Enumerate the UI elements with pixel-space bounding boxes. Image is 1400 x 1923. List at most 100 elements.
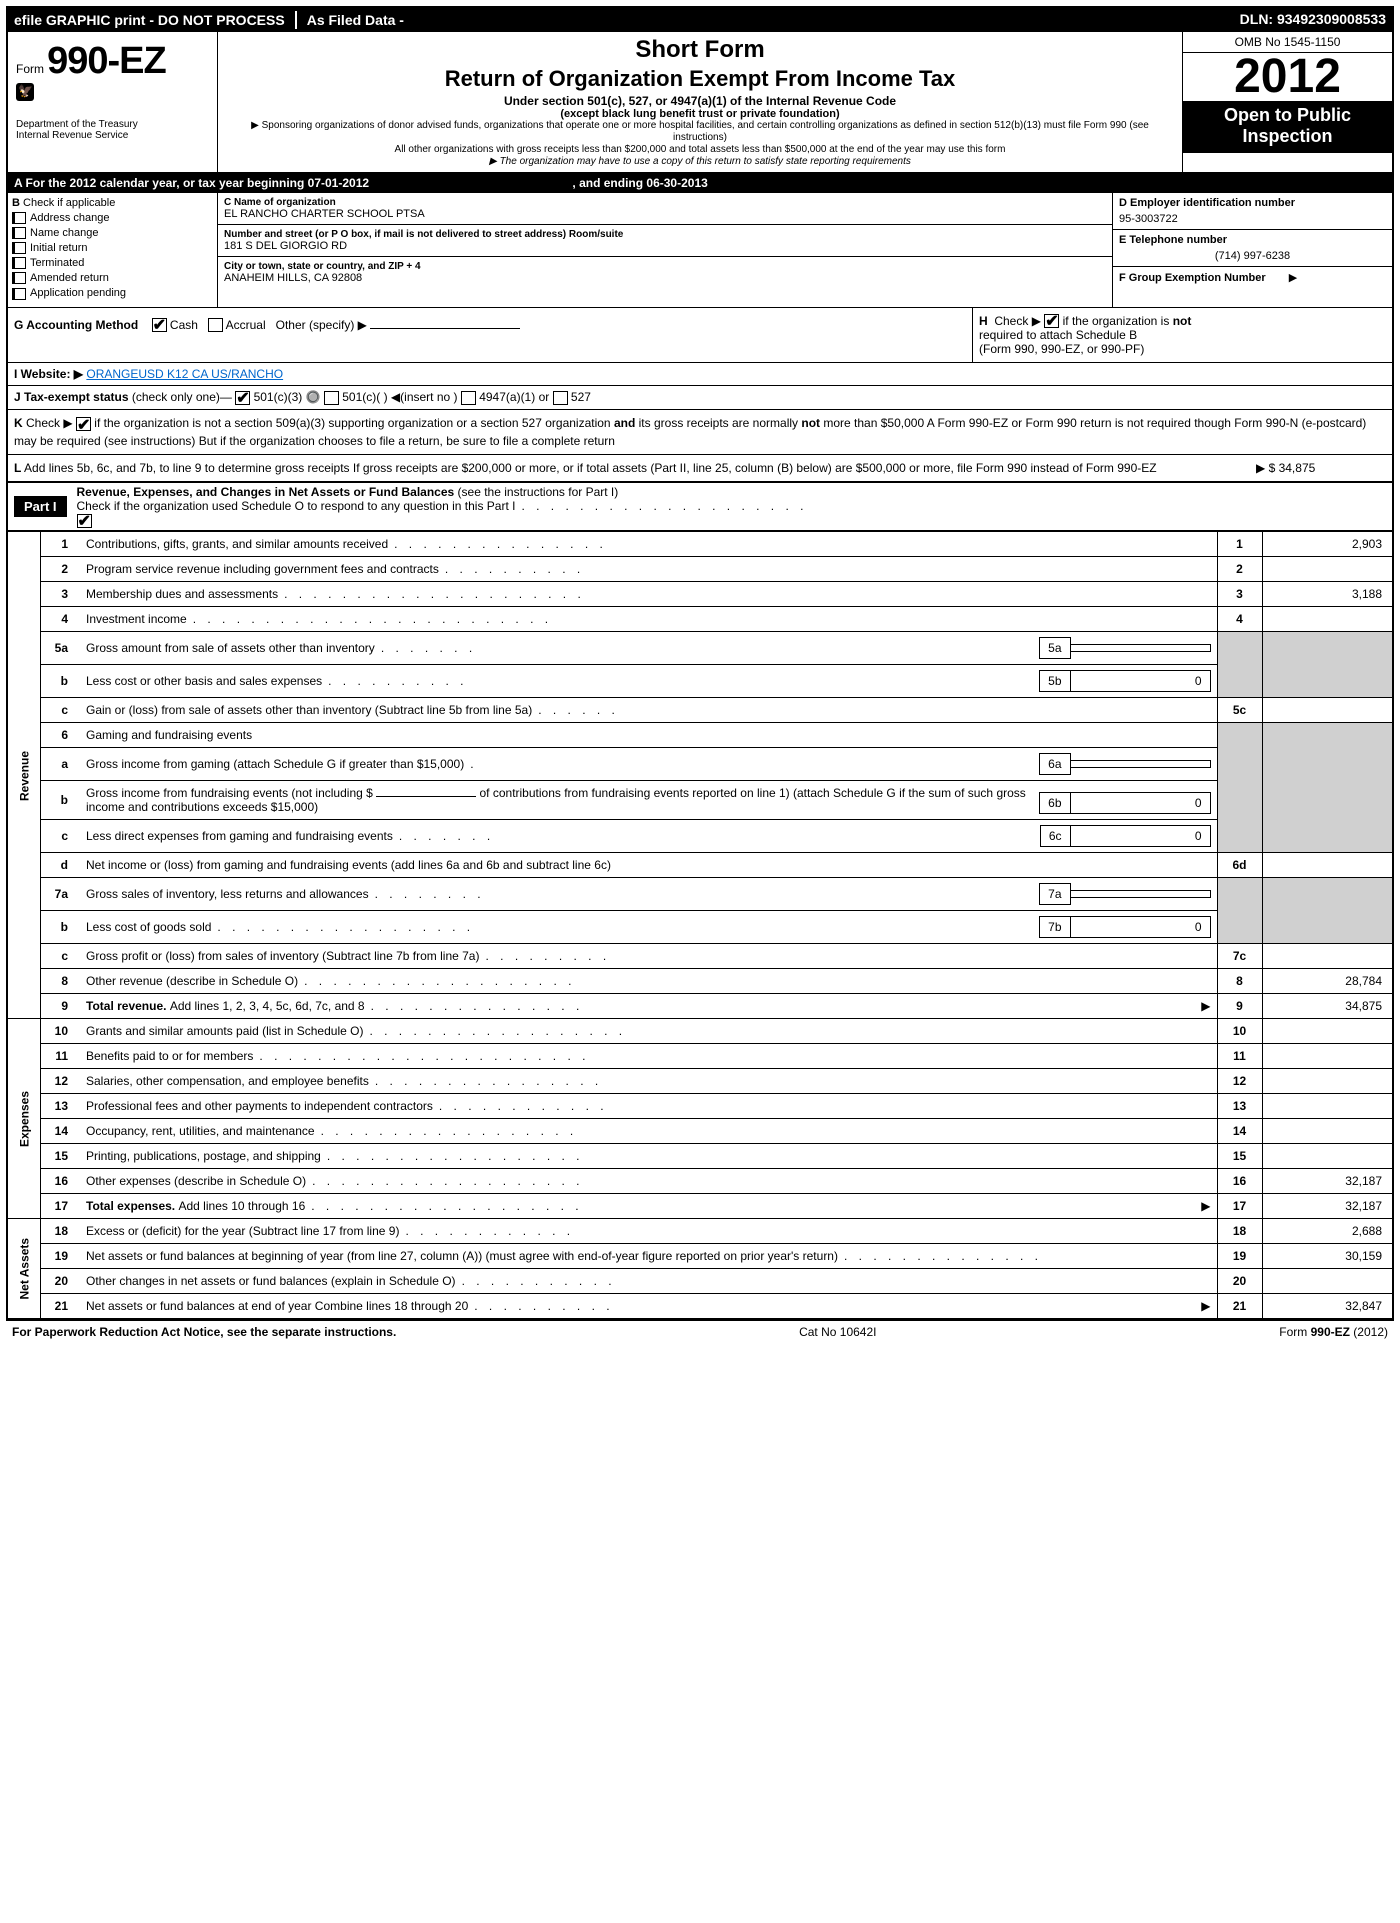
checkbox-schedule-o[interactable]	[77, 514, 92, 528]
i-label: I Website: ▶	[14, 367, 83, 381]
row-j-tax-status: J Tax-exempt status (check only one)— 50…	[8, 386, 1392, 410]
form-prefix: Form	[16, 62, 44, 76]
checkbox-name-change[interactable]	[12, 227, 26, 239]
checkbox-501c3[interactable]	[235, 391, 250, 405]
checkbox-initial-return[interactable]	[12, 242, 26, 254]
table-row: 14 Occupancy, rent, utilities, and maint…	[8, 1119, 1392, 1144]
header-right: OMB No 1545-1150 2012 Open to Public Ins…	[1182, 32, 1392, 172]
checkbox-h[interactable]	[1044, 314, 1059, 328]
footer: For Paperwork Reduction Act Notice, see …	[6, 1320, 1394, 1343]
checkbox-app-pending[interactable]	[12, 288, 26, 300]
val-18: 2,688	[1262, 1219, 1392, 1244]
ein-value: 95-3003722	[1119, 213, 1386, 225]
part-label: Part I	[14, 496, 67, 517]
h-label: H	[979, 314, 988, 328]
k-label: K	[14, 416, 23, 430]
row-i-website: I Website: ▶ ORANGEUSD K12 CA US/RANCHO	[8, 363, 1392, 386]
table-row: d Net income or (loss) from gaming and f…	[8, 853, 1392, 878]
efile-text: efile GRAPHIC print - DO NOT PROCESS	[14, 12, 285, 28]
table-row: 16 Other expenses (describe in Schedule …	[8, 1169, 1392, 1194]
city-label: City or town, state or country, and ZIP …	[224, 261, 1106, 272]
main-title: Return of Organization Exempt From Incom…	[230, 66, 1170, 92]
form-container: efile GRAPHIC print - DO NOT PROCESS As …	[6, 6, 1394, 1320]
checkbox-4947[interactable]	[461, 391, 476, 405]
val-17: 32,187	[1262, 1194, 1392, 1219]
footer-right: Form 990-EZ (2012)	[1279, 1325, 1388, 1339]
expenses-side-label: Expenses	[8, 1019, 40, 1219]
asfiled-text: As Filed Data -	[307, 12, 404, 28]
form-number: 990-EZ	[47, 40, 166, 82]
open-public-line2: Inspection	[1183, 126, 1392, 147]
table-row: c Gain or (loss) from sale of assets oth…	[8, 698, 1392, 723]
row-h: H Check ▶ if the organization is not req…	[972, 308, 1392, 363]
table-row: c Less direct expenses from gaming and f…	[8, 820, 1392, 853]
org-address: 181 S DEL GIORGIO RD	[224, 240, 1106, 252]
open-public-badge: Open to Public Inspection	[1183, 101, 1392, 153]
website-link[interactable]: ORANGEUSD K12 CA US/RANCHO	[86, 367, 283, 381]
arrow-icon: ▶	[1256, 461, 1265, 475]
d-label: D Employer identification number	[1119, 197, 1295, 209]
f-label: F Group Exemption Number	[1119, 272, 1266, 284]
table-row: 20 Other changes in net assets or fund b…	[8, 1269, 1392, 1294]
info-grid: B Check if applicable Address change Nam…	[8, 193, 1392, 308]
val-21: 32,847	[1262, 1294, 1392, 1319]
val-1: 2,903	[1262, 532, 1392, 557]
val-16: 32,187	[1262, 1169, 1392, 1194]
checkbox-cash[interactable]	[152, 318, 167, 332]
section-def: D Employer identification number 95-3003…	[1112, 193, 1392, 307]
dept-treasury: Department of the Treasury	[16, 119, 209, 130]
table-row: a Gross income from gaming (attach Sched…	[8, 748, 1392, 781]
table-row: b Less cost or other basis and sales exp…	[8, 665, 1392, 698]
val-19: 30,159	[1262, 1244, 1392, 1269]
checkbox-accrual[interactable]	[208, 318, 223, 332]
dln-text: DLN: 93492309008533	[1240, 11, 1386, 29]
table-row: 7a Gross sales of inventory, less return…	[8, 878, 1392, 911]
checkbox-amended[interactable]	[12, 272, 26, 284]
table-row: 5a Gross amount from sale of assets othe…	[8, 632, 1392, 665]
f-arrow-icon: ▶	[1289, 272, 1297, 284]
addr-label: Number and street (or P O box, if mail i…	[224, 229, 1106, 240]
checkbox-terminated[interactable]	[12, 257, 26, 269]
part-title: Revenue, Expenses, and Changes in Net As…	[77, 485, 455, 499]
checkbox-k[interactable]	[76, 417, 91, 431]
table-row: 8 Other revenue (describe in Schedule O)…	[8, 969, 1392, 994]
table-row: 4 Investment income. . . . . . . . . . .…	[8, 607, 1392, 632]
table-row: Revenue 1 Contributions, gifts, grants, …	[8, 532, 1392, 557]
part1-table: Revenue 1 Contributions, gifts, grants, …	[8, 531, 1392, 1318]
irs-logo-icon	[16, 83, 209, 101]
table-row: 19 Net assets or fund balances at beginn…	[8, 1244, 1392, 1269]
table-row: 21 Net assets or fund balances at end of…	[8, 1294, 1392, 1319]
6b-input[interactable]	[376, 796, 476, 797]
checkbox-address-change[interactable]	[12, 212, 26, 224]
g-label: G Accounting Method	[14, 318, 138, 332]
table-row: 3 Membership dues and assessments. . . .…	[8, 582, 1392, 607]
val-3: 3,188	[1262, 582, 1392, 607]
netassets-side-label: Net Assets	[8, 1219, 40, 1319]
section-c-org-info: C Name of organization EL RANCHO CHARTER…	[218, 193, 1112, 307]
part-1-header: Part I Revenue, Expenses, and Changes in…	[8, 482, 1392, 531]
subtitle: Under section 501(c), 527, or 4947(a)(1)…	[230, 94, 1170, 108]
row-l: L Add lines 5b, 6c, and 7b, to line 9 to…	[8, 455, 1392, 482]
footer-center: Cat No 10642I	[799, 1325, 876, 1339]
fine-print-2: All other organizations with gross recei…	[230, 144, 1170, 156]
other-specify-input[interactable]	[370, 328, 520, 329]
row-k: K Check ▶ if the organization is not a s…	[8, 410, 1392, 455]
table-row: 2 Program service revenue including gove…	[8, 557, 1392, 582]
header-section: Form 990-EZ Department of the Treasury I…	[8, 32, 1392, 173]
fine-print-1: ▶ Sponsoring organizations of donor advi…	[230, 120, 1170, 144]
checkbox-527[interactable]	[553, 391, 568, 405]
org-name: EL RANCHO CHARTER SCHOOL PTSA	[224, 208, 1106, 220]
part-hint: (see the instructions for Part I)	[458, 485, 619, 499]
header-left: Form 990-EZ Department of the Treasury I…	[8, 32, 218, 172]
table-row: 17 Total expenses. Add lines 10 through …	[8, 1194, 1392, 1219]
j-label: J Tax-exempt status	[14, 390, 129, 404]
b-label: B	[12, 197, 20, 209]
e-label: E Telephone number	[1119, 234, 1227, 246]
short-form-title: Short Form	[230, 36, 1170, 64]
l-value: $ 34,875	[1269, 461, 1316, 475]
section-b-checkboxes: B Check if applicable Address change Nam…	[8, 193, 218, 307]
part-check-text: Check if the organization used Schedule …	[77, 499, 516, 513]
org-city: ANAHEIM HILLS, CA 92808	[224, 272, 1106, 284]
table-row: 12 Salaries, other compensation, and emp…	[8, 1069, 1392, 1094]
checkbox-501c[interactable]	[324, 391, 339, 405]
